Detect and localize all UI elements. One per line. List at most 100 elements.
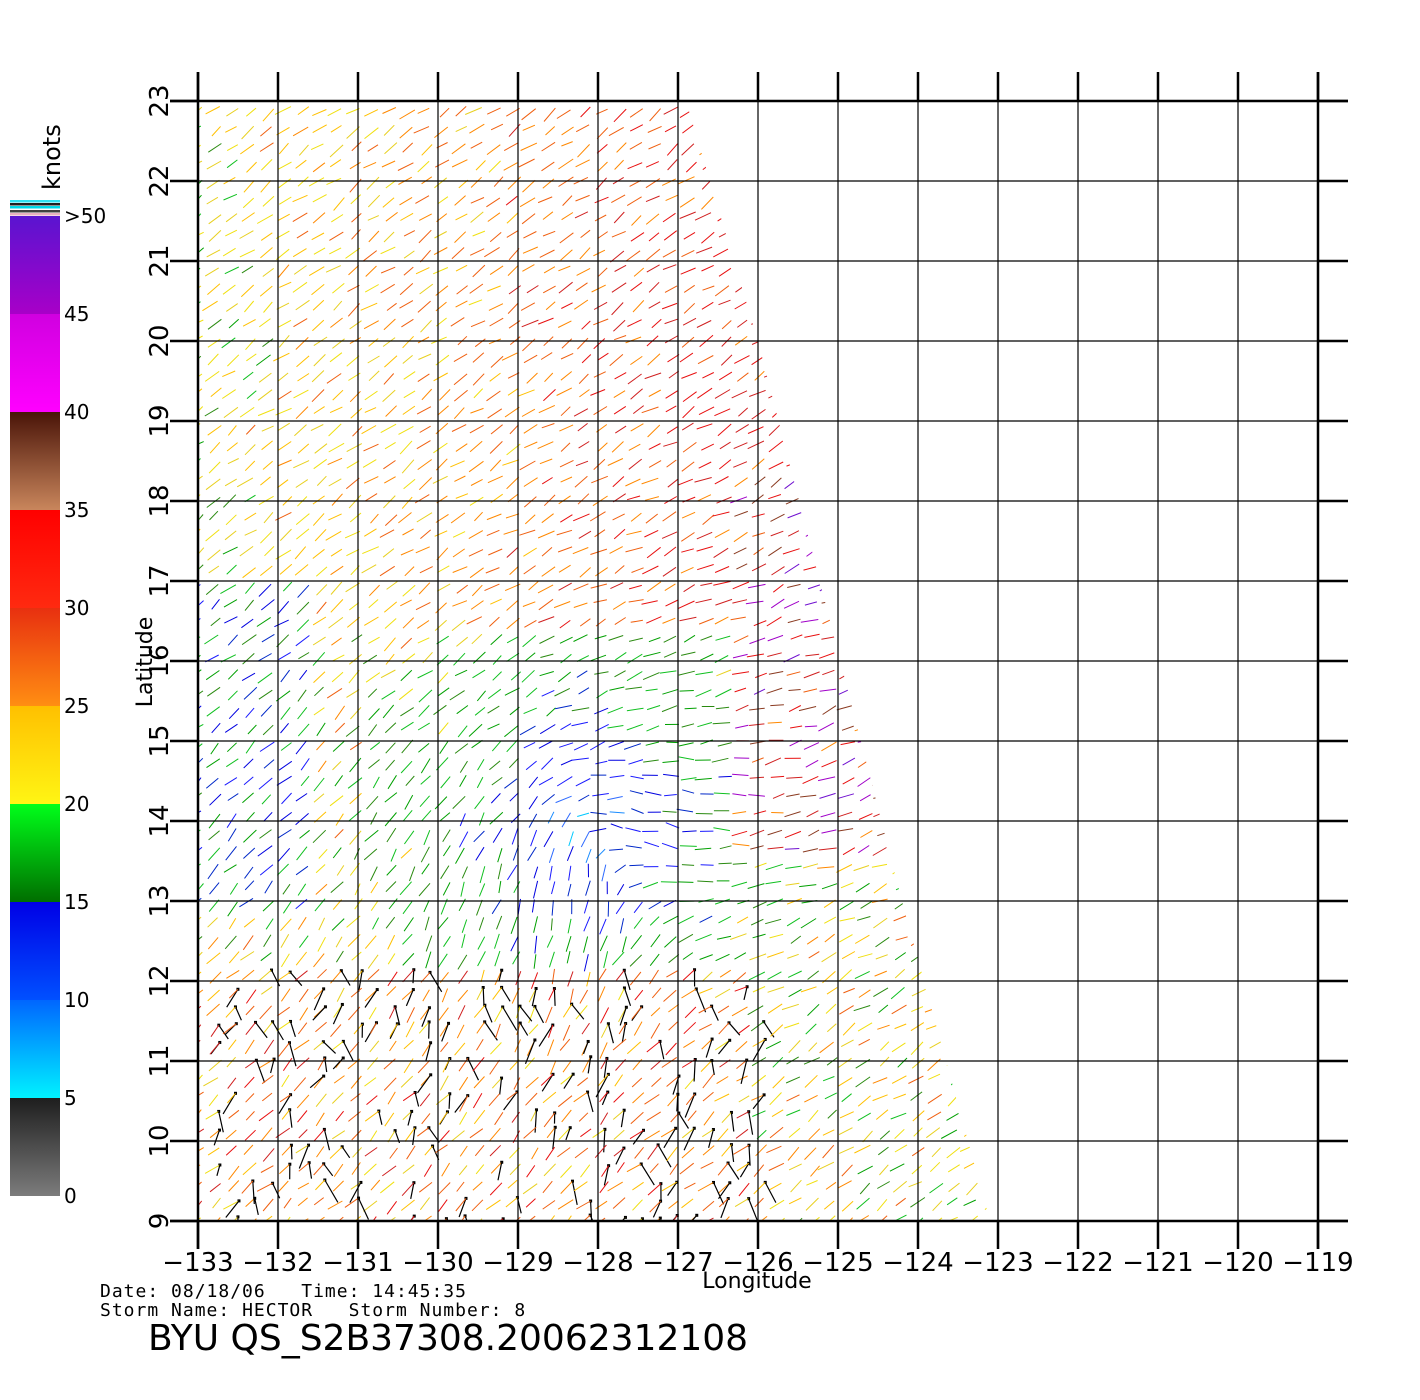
- rain-flag-dot: [552, 987, 556, 991]
- rain-flag-dot: [674, 1126, 678, 1130]
- x-axis-tick-labels: −133 −132 −131 −130 −129 −128 −127 −126 −125 −124…: [162, 1248, 1353, 1278]
- colorbar-bands: [10, 216, 60, 1196]
- lat-lon-grid: [170, 72, 1348, 1249]
- colorbar-band: [10, 1098, 60, 1196]
- rain-flag-dot: [444, 1217, 448, 1221]
- rain-flag-dot: [518, 1004, 522, 1008]
- y-tick-label: 9: [145, 1213, 175, 1230]
- colorbar-band: [10, 412, 60, 510]
- colorbar-tick-label: 20: [64, 792, 89, 816]
- rain-flag-dot: [589, 1055, 593, 1059]
- x-tick-label: −127: [642, 1248, 713, 1278]
- rain-flag-dot: [428, 970, 432, 974]
- x-tick-label: −125: [802, 1248, 873, 1278]
- x-tick-label: −124: [882, 1248, 953, 1278]
- rain-flag-dot: [412, 1181, 416, 1185]
- colorbar-overflow-stripe: [10, 210, 60, 213]
- y-tick-label: 11: [145, 1044, 175, 1077]
- colorbar-band: [10, 706, 60, 804]
- product-id: BYU QS_S2B37308.20062312108: [148, 1318, 749, 1359]
- rain-flag-dot: [623, 1215, 627, 1219]
- x-tick-label: −122: [1042, 1248, 1113, 1278]
- colorbar-band: [10, 804, 60, 902]
- rain-flag-dot: [339, 969, 343, 973]
- footer-storm-line: Storm Name: HECTOR Storm Number: 8: [100, 1300, 526, 1321]
- rain-flag-dot: [321, 1040, 325, 1044]
- x-tick-label: −128: [562, 1248, 633, 1278]
- rain-flag-dot: [375, 988, 379, 992]
- rain-flag-dot: [251, 1179, 255, 1183]
- x-axis-title: Longitude: [702, 1269, 811, 1294]
- rain-flag-dot: [464, 1196, 468, 1200]
- wind-vector-group: [568, 812, 590, 847]
- colorbar-band: [10, 510, 60, 608]
- rain-flag-dot: [413, 1126, 417, 1130]
- colorbar-overflow-stripe: [10, 203, 60, 206]
- rain-flag-dot: [445, 1110, 449, 1114]
- colorbar-tick-label: 10: [64, 988, 89, 1012]
- rain-flag-dot: [429, 1041, 433, 1045]
- storm-number-label: Storm Number:: [348, 1300, 503, 1321]
- y-tick-label: 12: [145, 964, 175, 997]
- x-tick-label: −120: [1202, 1248, 1273, 1278]
- colorbar-band: [10, 902, 60, 1000]
- rain-flag-dot: [501, 1005, 505, 1009]
- colorbar-band: [10, 216, 60, 314]
- y-tick-label: 17: [145, 564, 175, 597]
- rain-flag-dot: [762, 1020, 766, 1024]
- rain-flag-dot: [234, 1022, 238, 1026]
- wind-vector-group: [198, 584, 714, 934]
- rain-flag-dot: [500, 985, 504, 989]
- colorbar-overflow-stripe: [10, 206, 60, 209]
- y-axis-title: Latitude: [133, 617, 158, 708]
- colorbar-tick-labels: 0 5 10 15 20 25 30 35 40 45 >50: [64, 204, 106, 1208]
- rain-flag-dot: [586, 1039, 590, 1043]
- colorbar-tick-label: 35: [64, 498, 89, 522]
- rain-flag-dot: [607, 1164, 611, 1168]
- colorbar-band: [10, 1000, 60, 1098]
- y-tick-label: 16: [145, 644, 175, 677]
- wind-vector-group: [198, 179, 990, 1207]
- colorbar-tick-label: 5: [64, 1086, 77, 1110]
- rain-flag-dot: [639, 1162, 643, 1166]
- wind-vector-group: [198, 106, 990, 1221]
- y-tick-label: 19: [145, 404, 175, 437]
- rain-flag-dot: [234, 1091, 238, 1095]
- rain-flag-dot: [675, 1213, 679, 1217]
- rain-flag-dot: [411, 988, 415, 992]
- rain-flag-dot: [640, 1217, 644, 1221]
- wind-vector-group: [198, 106, 990, 1221]
- x-tick-label: −119: [1282, 1248, 1353, 1278]
- rain-flag-dot: [553, 1125, 557, 1129]
- rain-flag-dot: [431, 1144, 435, 1148]
- wind-vector-group: [547, 811, 625, 863]
- rain-flag-dot: [658, 1039, 662, 1043]
- wind-vector-group: [730, 478, 990, 856]
- rain-flag-dot: [377, 1109, 381, 1113]
- colorbar-unit-label: knots: [38, 124, 66, 190]
- rain-flag-dot: [323, 1005, 327, 1009]
- colorbar-tick-label: 30: [64, 596, 89, 620]
- rain-flag-dot: [571, 1179, 575, 1183]
- colorbar-overflow-stripe: [10, 200, 60, 203]
- rain-flag-dot: [533, 1004, 537, 1008]
- rain-flag-dot: [622, 968, 626, 972]
- rain-flag-dot: [763, 1180, 767, 1184]
- rain-flag-dot: [500, 1076, 504, 1080]
- x-tick-label: −121: [1122, 1248, 1193, 1278]
- colorbar: 0 5 10 15 20 25 30 35 40 45 >50 knots: [10, 124, 106, 1208]
- wind-vector-group: [198, 583, 732, 972]
- rain-flag-dot: [393, 1005, 397, 1009]
- rain-flag-dot: [500, 1160, 504, 1164]
- y-tick-label: 14: [145, 804, 175, 837]
- wind-vector-group: [198, 125, 977, 1221]
- y-axis-tick-labels: 9 10 11 12 13 14 15 16 17 18 19 20 21 22 23: [145, 84, 175, 1229]
- y-tick-label: 10: [145, 1124, 175, 1157]
- colorbar-tick-label: 0: [64, 1184, 77, 1208]
- rain-flag-dot: [271, 1020, 275, 1024]
- footer-date-line: Date: 08/18/06 Time: 14:45:35: [100, 1281, 467, 1302]
- y-tick-label: 20: [145, 324, 175, 357]
- rain-flag-dot: [624, 1021, 628, 1025]
- rain-flag-dot: [218, 1040, 222, 1044]
- time-value: 14:45:35: [372, 1281, 467, 1302]
